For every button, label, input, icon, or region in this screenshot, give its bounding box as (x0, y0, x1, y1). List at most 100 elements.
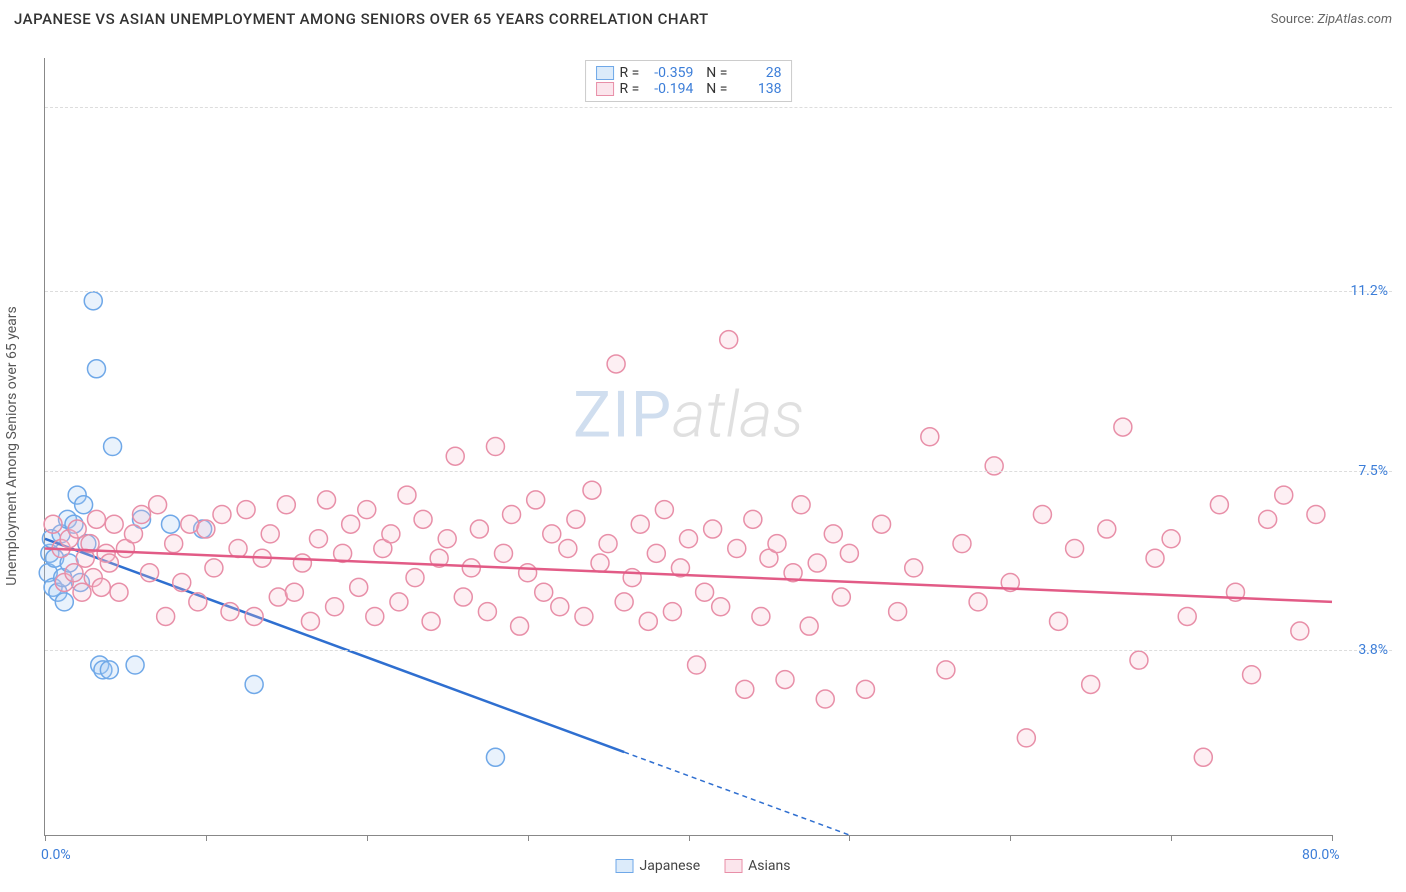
data-point (704, 520, 722, 538)
data-point (87, 360, 105, 378)
data-point (832, 588, 850, 606)
data-point (1291, 622, 1309, 640)
data-point (1017, 729, 1035, 747)
data-point (197, 520, 215, 538)
x-tick (45, 835, 46, 841)
source-attribution: Source: ZipAtlas.com (1271, 12, 1392, 27)
chart-header: JAPANESE VS ASIAN UNEMPLOYMENT AMONG SEN… (0, 0, 1406, 34)
gridline (45, 650, 1392, 651)
data-point (161, 515, 179, 533)
gridline (45, 291, 1392, 292)
data-point (269, 588, 287, 606)
y-axis-title: Unemployment Among Seniors over 65 years (4, 306, 20, 586)
data-point (104, 438, 122, 456)
data-point (1098, 520, 1116, 538)
legend-label: Japanese (640, 858, 701, 874)
data-point (141, 564, 159, 582)
data-point (261, 525, 279, 543)
x-tick (206, 835, 207, 841)
data-point (1194, 748, 1212, 766)
data-point (575, 607, 593, 625)
x-tick (1010, 835, 1011, 841)
legend-swatch (596, 82, 614, 96)
data-point (696, 583, 714, 601)
data-point (478, 603, 496, 621)
x-tick (1332, 835, 1333, 841)
data-point (414, 510, 432, 528)
data-point (358, 501, 376, 519)
data-point (953, 535, 971, 553)
data-point (519, 564, 537, 582)
data-point (752, 607, 770, 625)
data-point (301, 612, 319, 630)
y-tick-label: 11.2% (1350, 283, 1388, 299)
data-point (494, 544, 512, 562)
data-point (776, 671, 794, 689)
correlation-legend: R = -0.359 N = 28R = -0.194 N = 138 (585, 60, 793, 102)
legend-item: Japanese (616, 858, 701, 874)
data-point (543, 525, 561, 543)
data-point (599, 535, 617, 553)
data-point (559, 539, 577, 557)
data-point (382, 525, 400, 543)
r-value: -0.194 (645, 81, 693, 97)
gridline (45, 107, 1392, 108)
data-point (1210, 496, 1228, 514)
x-tick-label: 80.0% (1302, 847, 1340, 863)
data-point (446, 447, 464, 465)
data-point (511, 617, 529, 635)
data-point (422, 612, 440, 630)
data-point (293, 554, 311, 572)
data-point (985, 457, 1003, 475)
data-point (245, 675, 263, 693)
data-point (631, 515, 649, 533)
x-tick (689, 835, 690, 841)
data-point (728, 539, 746, 557)
data-point (100, 554, 118, 572)
data-point (688, 656, 706, 674)
data-point (607, 355, 625, 373)
data-point (905, 559, 923, 577)
data-point (1259, 510, 1277, 528)
data-point (229, 539, 247, 557)
data-point (639, 612, 657, 630)
data-point (873, 515, 891, 533)
data-point (551, 598, 569, 616)
x-tick-label: 0.0% (41, 847, 71, 863)
data-point (503, 505, 521, 523)
data-point (1178, 607, 1196, 625)
data-point (350, 578, 368, 596)
data-point (486, 748, 504, 766)
plot-svg (45, 58, 1332, 835)
data-point (87, 510, 105, 528)
data-point (921, 428, 939, 446)
x-tick (1171, 835, 1172, 841)
legend-row: R = -0.359 N = 28 (596, 65, 782, 81)
data-point (808, 554, 826, 572)
data-point (816, 690, 834, 708)
n-value: 28 (733, 65, 781, 81)
data-point (342, 515, 360, 533)
data-point (680, 530, 698, 548)
legend-item: Asians (724, 858, 790, 874)
data-point (768, 535, 786, 553)
x-tick (367, 835, 368, 841)
data-point (1307, 505, 1325, 523)
data-point (105, 515, 123, 533)
r-value: -0.359 (645, 65, 693, 81)
data-point (366, 607, 384, 625)
data-point (1050, 612, 1068, 630)
data-point (567, 510, 585, 528)
data-point (438, 530, 456, 548)
trend-line-extrapolated (624, 752, 849, 835)
data-point (663, 603, 681, 621)
data-point (149, 496, 167, 514)
data-point (157, 607, 175, 625)
data-point (1066, 539, 1084, 557)
data-point (100, 661, 118, 679)
data-point (824, 525, 842, 543)
legend-row: R = -0.194 N = 138 (596, 81, 782, 97)
data-point (969, 593, 987, 611)
data-point (712, 598, 730, 616)
data-point (309, 530, 327, 548)
